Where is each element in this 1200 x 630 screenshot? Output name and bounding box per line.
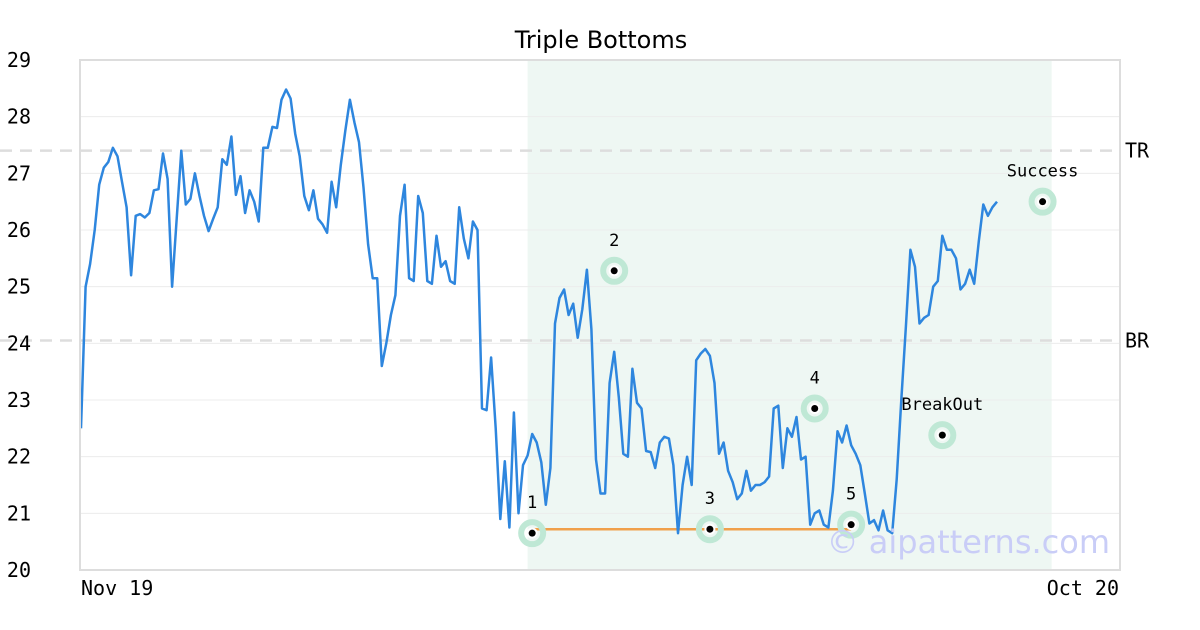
point-marker-ring (837, 510, 866, 539)
point-marker-ring (600, 256, 629, 285)
y-tick-label: 26 (7, 218, 31, 242)
watermark: © aipatterns.com (827, 523, 1110, 561)
y-tick-label: 23 (7, 388, 31, 412)
point-marker-ring (518, 519, 547, 548)
y-tick-label: 21 (7, 501, 31, 525)
point-label: 3 (705, 489, 715, 509)
point-label: 5 (846, 485, 856, 505)
plot-frame (79, 59, 1121, 571)
point-marker-dot (706, 525, 714, 533)
point-label: BreakOut (901, 395, 983, 415)
reference-lines: TR BR (0, 139, 1150, 353)
chart-title: Triple Bottoms (514, 26, 688, 54)
y-tick-label: 29 (7, 48, 31, 72)
point-marker-dot (847, 521, 855, 529)
reference-line-label: BR (1125, 329, 1150, 353)
point-label: Success (1007, 162, 1079, 182)
pattern-highlight-band (527, 60, 1052, 570)
point-marker-dot (610, 267, 618, 275)
point-marker-ring (695, 515, 724, 544)
y-tick-label: 24 (7, 331, 31, 355)
point-marker-dot (811, 405, 819, 412)
y-tick-label: 25 (7, 275, 31, 299)
y-tick-label: 22 (7, 445, 31, 469)
point-marker-ring (928, 421, 957, 450)
point-label: 1 (527, 493, 537, 513)
highlight-layer (527, 60, 1052, 570)
series-layer (79, 88, 998, 535)
x-tick-label: Nov 19 (81, 576, 153, 600)
point-marker-dot (1039, 198, 1047, 206)
point-marker-ring (1028, 187, 1057, 216)
point-marker-dot (938, 431, 946, 439)
point-marker-ring (800, 394, 829, 423)
reference-line-label: TR (1125, 139, 1150, 163)
y-tick-label: 28 (7, 105, 31, 129)
point-marker-dot (528, 529, 536, 537)
point-label: 2 (609, 231, 619, 251)
point-label: 4 (810, 369, 820, 389)
pattern-points: 1 2 3 4 5 BreakOut Success (518, 162, 1079, 548)
x-tick-label: Oct 20 (1047, 576, 1119, 600)
y-tick-label: 20 (7, 558, 31, 582)
price-line (79, 88, 998, 535)
y-tick-label: 27 (7, 161, 31, 185)
